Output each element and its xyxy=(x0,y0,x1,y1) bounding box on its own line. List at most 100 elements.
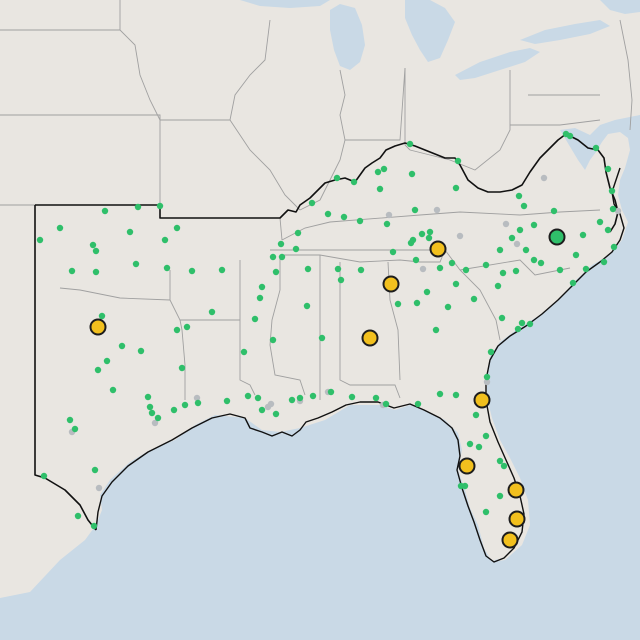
station-marker[interactable] xyxy=(604,165,612,173)
station-marker[interactable] xyxy=(109,386,117,394)
station-marker[interactable] xyxy=(161,236,169,244)
station-marker[interactable] xyxy=(610,243,618,251)
station-marker[interactable] xyxy=(496,457,504,465)
station-marker[interactable] xyxy=(240,348,248,356)
station-marker[interactable] xyxy=(609,205,617,213)
station-marker[interactable] xyxy=(118,342,126,350)
station-marker[interactable] xyxy=(178,364,186,372)
station-marker[interactable] xyxy=(340,213,348,221)
station-marker[interactable] xyxy=(452,391,460,399)
station-marker[interactable] xyxy=(296,394,304,402)
station-marker-inactive[interactable] xyxy=(483,378,491,386)
station-marker[interactable] xyxy=(414,400,422,408)
station-marker[interactable] xyxy=(334,265,342,273)
station-marker[interactable] xyxy=(550,207,558,215)
station-marker[interactable] xyxy=(170,406,178,414)
station-marker[interactable] xyxy=(432,326,440,334)
station-marker[interactable] xyxy=(146,403,154,411)
station-marker[interactable] xyxy=(499,269,507,277)
station-marker[interactable] xyxy=(482,261,490,269)
station-marker-inactive[interactable] xyxy=(419,265,427,273)
station-marker-inactive[interactable] xyxy=(433,206,441,214)
station-marker[interactable] xyxy=(89,241,97,249)
station-marker[interactable] xyxy=(406,140,414,148)
station-marker[interactable] xyxy=(173,326,181,334)
station-marker[interactable] xyxy=(494,282,502,290)
station-marker[interactable] xyxy=(500,462,508,470)
station-marker-highlighted[interactable] xyxy=(508,510,526,528)
station-marker[interactable] xyxy=(425,234,433,242)
station-marker[interactable] xyxy=(520,202,528,210)
station-marker[interactable] xyxy=(383,220,391,228)
station-marker[interactable] xyxy=(337,276,345,284)
station-marker[interactable] xyxy=(98,312,106,320)
station-marker-highlighted[interactable] xyxy=(501,531,519,549)
station-marker[interactable] xyxy=(389,248,397,256)
station-marker[interactable] xyxy=(71,425,79,433)
station-marker-inactive[interactable] xyxy=(267,400,275,408)
station-marker[interactable] xyxy=(408,170,416,178)
station-marker-inactive[interactable] xyxy=(502,220,510,228)
station-marker[interactable] xyxy=(457,482,465,490)
station-marker[interactable] xyxy=(254,394,262,402)
station-marker[interactable] xyxy=(516,226,524,234)
station-marker[interactable] xyxy=(423,288,431,296)
station-marker[interactable] xyxy=(188,267,196,275)
station-marker[interactable] xyxy=(600,258,608,266)
station-marker[interactable] xyxy=(407,239,415,247)
station-marker[interactable] xyxy=(92,247,100,255)
station-marker[interactable] xyxy=(40,472,48,480)
station-marker[interactable] xyxy=(303,302,311,310)
station-marker[interactable] xyxy=(483,373,491,381)
station-marker[interactable] xyxy=(258,406,266,414)
station-marker[interactable] xyxy=(269,336,277,344)
station-marker[interactable] xyxy=(496,492,504,500)
station-marker[interactable] xyxy=(608,187,616,195)
station-marker[interactable] xyxy=(163,264,171,272)
station-marker-inactive[interactable] xyxy=(385,211,393,219)
station-marker[interactable] xyxy=(194,399,202,407)
station-marker[interactable] xyxy=(74,512,82,520)
station-marker-highlighted[interactable] xyxy=(473,391,491,409)
station-marker[interactable] xyxy=(472,411,480,419)
station-marker[interactable] xyxy=(148,409,156,417)
station-marker[interactable] xyxy=(475,443,483,451)
station-marker[interactable] xyxy=(101,207,109,215)
station-marker[interactable] xyxy=(466,440,474,448)
station-marker[interactable] xyxy=(56,224,64,232)
station-marker[interactable] xyxy=(454,157,462,165)
station-marker-inactive[interactable] xyxy=(193,394,201,402)
station-marker[interactable] xyxy=(218,266,226,274)
station-marker[interactable] xyxy=(592,144,600,152)
station-marker[interactable] xyxy=(277,240,285,248)
station-marker[interactable] xyxy=(181,401,189,409)
station-marker[interactable] xyxy=(436,390,444,398)
station-marker[interactable] xyxy=(537,259,545,267)
station-marker[interactable] xyxy=(333,174,341,182)
station-marker[interactable] xyxy=(579,231,587,239)
station-marker[interactable] xyxy=(452,280,460,288)
station-marker[interactable] xyxy=(183,323,191,331)
station-marker[interactable] xyxy=(569,279,577,287)
station-marker-highlighted[interactable] xyxy=(382,275,400,293)
station-marker[interactable] xyxy=(487,348,495,356)
station-marker[interactable] xyxy=(482,432,490,440)
station-marker[interactable] xyxy=(272,410,280,418)
station-marker[interactable] xyxy=(376,185,384,193)
station-marker[interactable] xyxy=(357,266,365,274)
station-marker[interactable] xyxy=(514,325,522,333)
station-marker-highlighted[interactable] xyxy=(429,240,447,258)
station-marker[interactable] xyxy=(132,260,140,268)
station-marker[interactable] xyxy=(92,268,100,276)
station-marker[interactable] xyxy=(382,400,390,408)
station-marker[interactable] xyxy=(572,251,580,259)
station-marker-highlighted[interactable] xyxy=(507,481,525,499)
station-marker[interactable] xyxy=(304,265,312,273)
station-marker-inactive[interactable] xyxy=(513,240,521,248)
station-marker[interactable] xyxy=(582,265,590,273)
station-marker[interactable] xyxy=(258,283,266,291)
station-marker[interactable] xyxy=(394,300,402,308)
station-marker[interactable] xyxy=(144,393,152,401)
station-marker[interactable] xyxy=(90,522,98,530)
